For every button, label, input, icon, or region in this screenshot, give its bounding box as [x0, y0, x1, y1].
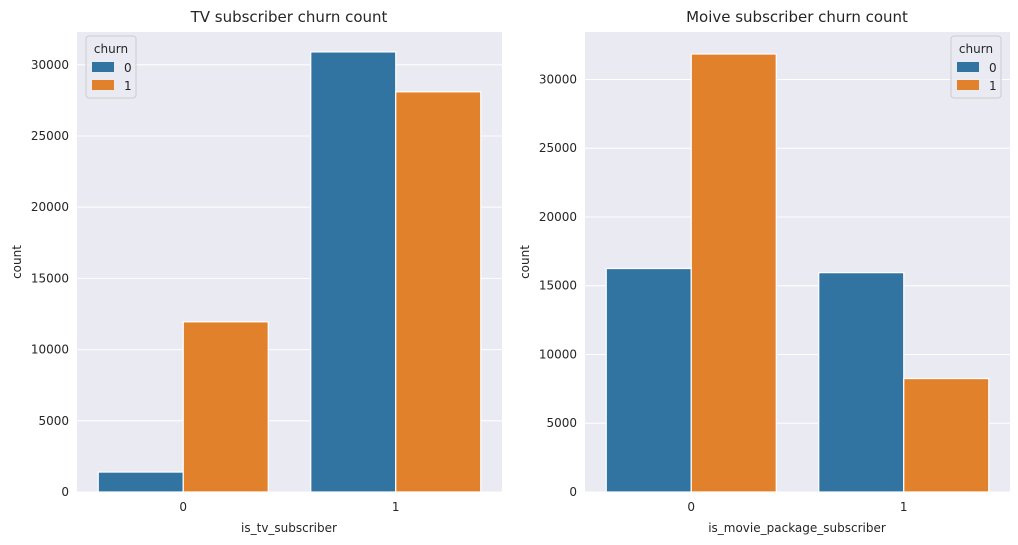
y-tick-label: 25000 — [539, 141, 577, 155]
y-tick-label: 15000 — [31, 271, 69, 285]
legend-title: churn — [959, 42, 993, 56]
bar-0-churn-1 — [182, 321, 269, 493]
y-tick-label: 30000 — [539, 72, 577, 86]
y-tick-label: 25000 — [31, 129, 69, 143]
chart-title: Moive subscriber churn count — [686, 8, 908, 26]
y-tick-labels: 0 5000 10000 15000 20000 25000 30000 — [31, 58, 69, 499]
legend-label: 0 — [989, 61, 997, 75]
y-tick-label: 30000 — [31, 58, 69, 72]
legend-swatch — [957, 62, 979, 72]
bar-0-churn-1 — [690, 53, 777, 493]
bar-1-churn-1 — [395, 91, 482, 493]
y-tick-label: 20000 — [31, 200, 69, 214]
bar-0-churn-0 — [97, 471, 184, 493]
legend: churn 0 1 — [85, 35, 137, 99]
x-tick-label: 0 — [179, 500, 187, 514]
x-axis-label: is_movie_package_subscriber — [708, 521, 886, 535]
x-tick-label: 0 — [687, 500, 695, 514]
chart-title: TV subscriber churn count — [190, 8, 388, 26]
legend-label: 1 — [989, 79, 997, 93]
chart-tv-subscriber: TV subscriber churn count 0 5000 10000 1500… — [10, 8, 502, 535]
y-axis-label: count — [518, 245, 532, 279]
y-tick-label: 5000 — [38, 414, 69, 428]
legend-swatch — [92, 80, 114, 90]
x-tick-label: 1 — [392, 500, 400, 514]
y-tick-label: 10000 — [31, 343, 69, 357]
y-tick-label: 20000 — [539, 210, 577, 224]
legend-title: churn — [94, 42, 128, 56]
chart-movie-subscriber: Moive subscriber churn count 0 5000 10000 1… — [518, 8, 1010, 535]
x-axis-label: is_tv_subscriber — [241, 521, 337, 535]
legend-swatch — [92, 62, 114, 72]
y-tick-label: 0 — [569, 485, 577, 499]
y-tick-label: 5000 — [546, 416, 577, 430]
bars — [605, 53, 990, 493]
y-tick-label: 15000 — [539, 279, 577, 293]
y-tick-label: 10000 — [539, 347, 577, 361]
bar-1-churn-0 — [818, 272, 905, 493]
bar-1-churn-1 — [903, 377, 990, 493]
y-axis-label: count — [10, 245, 24, 279]
bar-0-churn-0 — [605, 267, 692, 493]
y-tick-label: 0 — [61, 485, 69, 499]
bars — [97, 51, 482, 493]
y-tick-labels: 0 5000 10000 15000 20000 25000 30000 — [539, 72, 577, 499]
x-tick-label: 1 — [900, 500, 908, 514]
legend: churn 0 1 — [950, 35, 1002, 99]
legend-swatch — [957, 80, 979, 90]
bar-1-churn-0 — [310, 51, 397, 493]
legend-label: 0 — [124, 61, 132, 75]
legend-label: 1 — [124, 79, 132, 93]
